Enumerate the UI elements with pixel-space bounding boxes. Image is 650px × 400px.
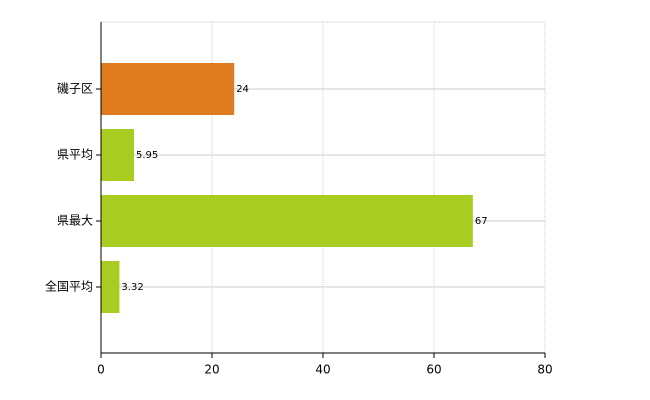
value-label: 67 (475, 216, 488, 227)
y-tick-label: 県平均 (57, 148, 93, 162)
x-tick-label: 60 (426, 363, 441, 377)
x-tick-label: 40 (315, 363, 330, 377)
y-tick-label: 全国平均 (45, 279, 93, 294)
bar (101, 63, 235, 115)
bar (101, 129, 135, 181)
x-tick-label: 20 (204, 363, 219, 377)
y-tick-label: 県最大 (57, 214, 93, 228)
x-tick-label: 80 (537, 363, 552, 377)
value-label: 24 (236, 84, 249, 95)
value-label: 3.32 (121, 282, 143, 293)
bar (101, 261, 120, 313)
x-tick-label: 0 (97, 363, 105, 377)
value-label: 5.95 (136, 150, 158, 161)
bar (101, 195, 473, 247)
y-tick-label: 磯子区 (57, 82, 93, 96)
